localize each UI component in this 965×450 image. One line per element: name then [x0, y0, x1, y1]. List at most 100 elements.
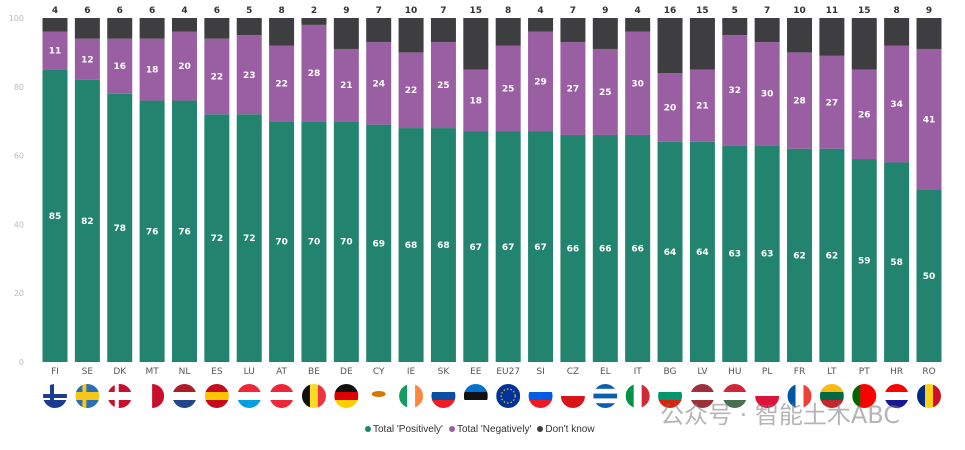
- data-label: 67: [470, 243, 483, 253]
- bar-segment-it-1: [625, 31, 651, 135]
- x-tick-label: LT: [827, 367, 837, 377]
- bar-segment-lu-2: [236, 18, 262, 36]
- flag-stripe: [722, 384, 747, 393]
- flag-ro-icon: [917, 384, 941, 408]
- flag-stripe: [496, 384, 521, 393]
- x-tick-label: FI: [51, 367, 59, 377]
- flag-be-icon: [301, 384, 326, 408]
- flag-sk-icon: [431, 384, 456, 408]
- data-label: 29: [534, 78, 547, 88]
- data-label: 10: [793, 6, 806, 16]
- flag-cross: [75, 394, 100, 398]
- flag-stripe: [852, 384, 861, 408]
- bar-segment-es-2: [204, 18, 230, 39]
- flag-stripe: [722, 392, 747, 401]
- flag-stripe: [237, 384, 262, 393]
- x-tick-label: SI: [536, 367, 544, 377]
- bar-segment-sk-1: [430, 42, 456, 129]
- flag-stripe: [755, 384, 780, 397]
- data-label: 20: [178, 62, 191, 72]
- data-label: 24: [372, 79, 385, 89]
- flag-it-icon: [625, 384, 650, 408]
- flag-stripe: [415, 384, 424, 408]
- data-label: 59: [858, 257, 871, 267]
- flag-stripe: [204, 400, 229, 408]
- legend-label-positive: Total 'Positively': [373, 424, 443, 435]
- bar-segment-si-1: [528, 31, 554, 132]
- flag-stripe: [43, 400, 67, 408]
- x-tick-label: MT: [145, 367, 159, 377]
- flag-stripe: [868, 384, 877, 408]
- bar-segment-eu27-0: [495, 131, 521, 362]
- flag-stripe: [528, 392, 553, 401]
- bar-segment-dk-2: [107, 18, 133, 39]
- flag-stripe: [560, 396, 585, 408]
- flag-lu-icon: [237, 384, 262, 408]
- bar-segment-it-2: [625, 18, 651, 32]
- legend: Total 'Positively' Total 'Negatively' Do…: [365, 424, 595, 435]
- data-label: 16: [113, 62, 126, 72]
- bar-segment-bg-1: [657, 73, 683, 142]
- x-tick-label: HU: [728, 367, 741, 377]
- flag-stripe: [641, 384, 650, 408]
- data-label: 67: [502, 243, 515, 253]
- bar-segment-ro-1: [916, 48, 942, 191]
- bar-segment-es-0: [204, 114, 230, 362]
- bar-segment-at-2: [269, 18, 295, 46]
- flag-island: [371, 391, 386, 397]
- flag-stripe: [172, 392, 197, 401]
- flag-stripe: [625, 384, 635, 408]
- flag-cy-icon: [366, 384, 391, 408]
- flag-stripe: [496, 392, 521, 401]
- flag-bg-icon: [658, 384, 683, 408]
- data-label: 63: [761, 250, 774, 260]
- data-label: 11: [49, 47, 62, 57]
- flag-stripe: [407, 384, 416, 408]
- bar-segment-nl-0: [171, 100, 197, 362]
- flag-stripe: [366, 384, 391, 393]
- bar-segment-ro-2: [916, 18, 942, 49]
- bar-segment-lv-0: [689, 141, 715, 362]
- x-tick-label: ES: [211, 367, 223, 377]
- bar-segment-fi-0: [42, 69, 68, 362]
- flag-lt-icon: [819, 384, 844, 408]
- data-label: 76: [146, 227, 159, 237]
- bar-segment-ie-0: [398, 128, 424, 362]
- data-label: 25: [437, 81, 450, 91]
- flag-stripe: [172, 384, 197, 393]
- bar-segment-se-0: [74, 79, 100, 363]
- data-label: 22: [275, 79, 288, 89]
- data-label: 2: [311, 6, 317, 16]
- flag-stripe: [658, 400, 683, 408]
- flag-pt-icon: [852, 384, 877, 408]
- data-label: 64: [664, 248, 677, 258]
- bar-segment-ee-1: [463, 69, 489, 132]
- data-label: 15: [470, 6, 483, 16]
- data-label: 9: [602, 6, 608, 16]
- bar-segment-lu-1: [236, 35, 262, 115]
- data-label: 26: [858, 110, 871, 120]
- data-label: 5: [246, 6, 252, 16]
- bar-segment-de-2: [333, 18, 359, 49]
- flag-stripe: [140, 384, 153, 408]
- bar-segment-hr-1: [884, 45, 910, 163]
- bar-segment-se-1: [74, 38, 100, 80]
- bar-segment-fi-1: [42, 31, 68, 70]
- data-label: 67: [534, 243, 547, 253]
- flag-cross: [107, 394, 132, 398]
- flag-stripe: [690, 400, 715, 408]
- bar-segment-eu27-1: [495, 45, 521, 132]
- bar-segment-dk-0: [107, 93, 133, 363]
- data-label: 70: [340, 238, 353, 248]
- bar-segment-bg-0: [657, 141, 683, 362]
- data-label: 76: [178, 227, 191, 237]
- flag-stripe: [204, 384, 229, 393]
- bar-segment-de-1: [333, 48, 359, 122]
- flag-stars: [500, 388, 516, 404]
- flag-hr-icon: [884, 384, 909, 408]
- bar-segment-mt-0: [139, 100, 165, 362]
- flag-se-icon: [75, 384, 100, 408]
- flag-stripe: [593, 398, 618, 404]
- flag-stripe: [431, 384, 456, 393]
- data-label: 78: [113, 224, 126, 234]
